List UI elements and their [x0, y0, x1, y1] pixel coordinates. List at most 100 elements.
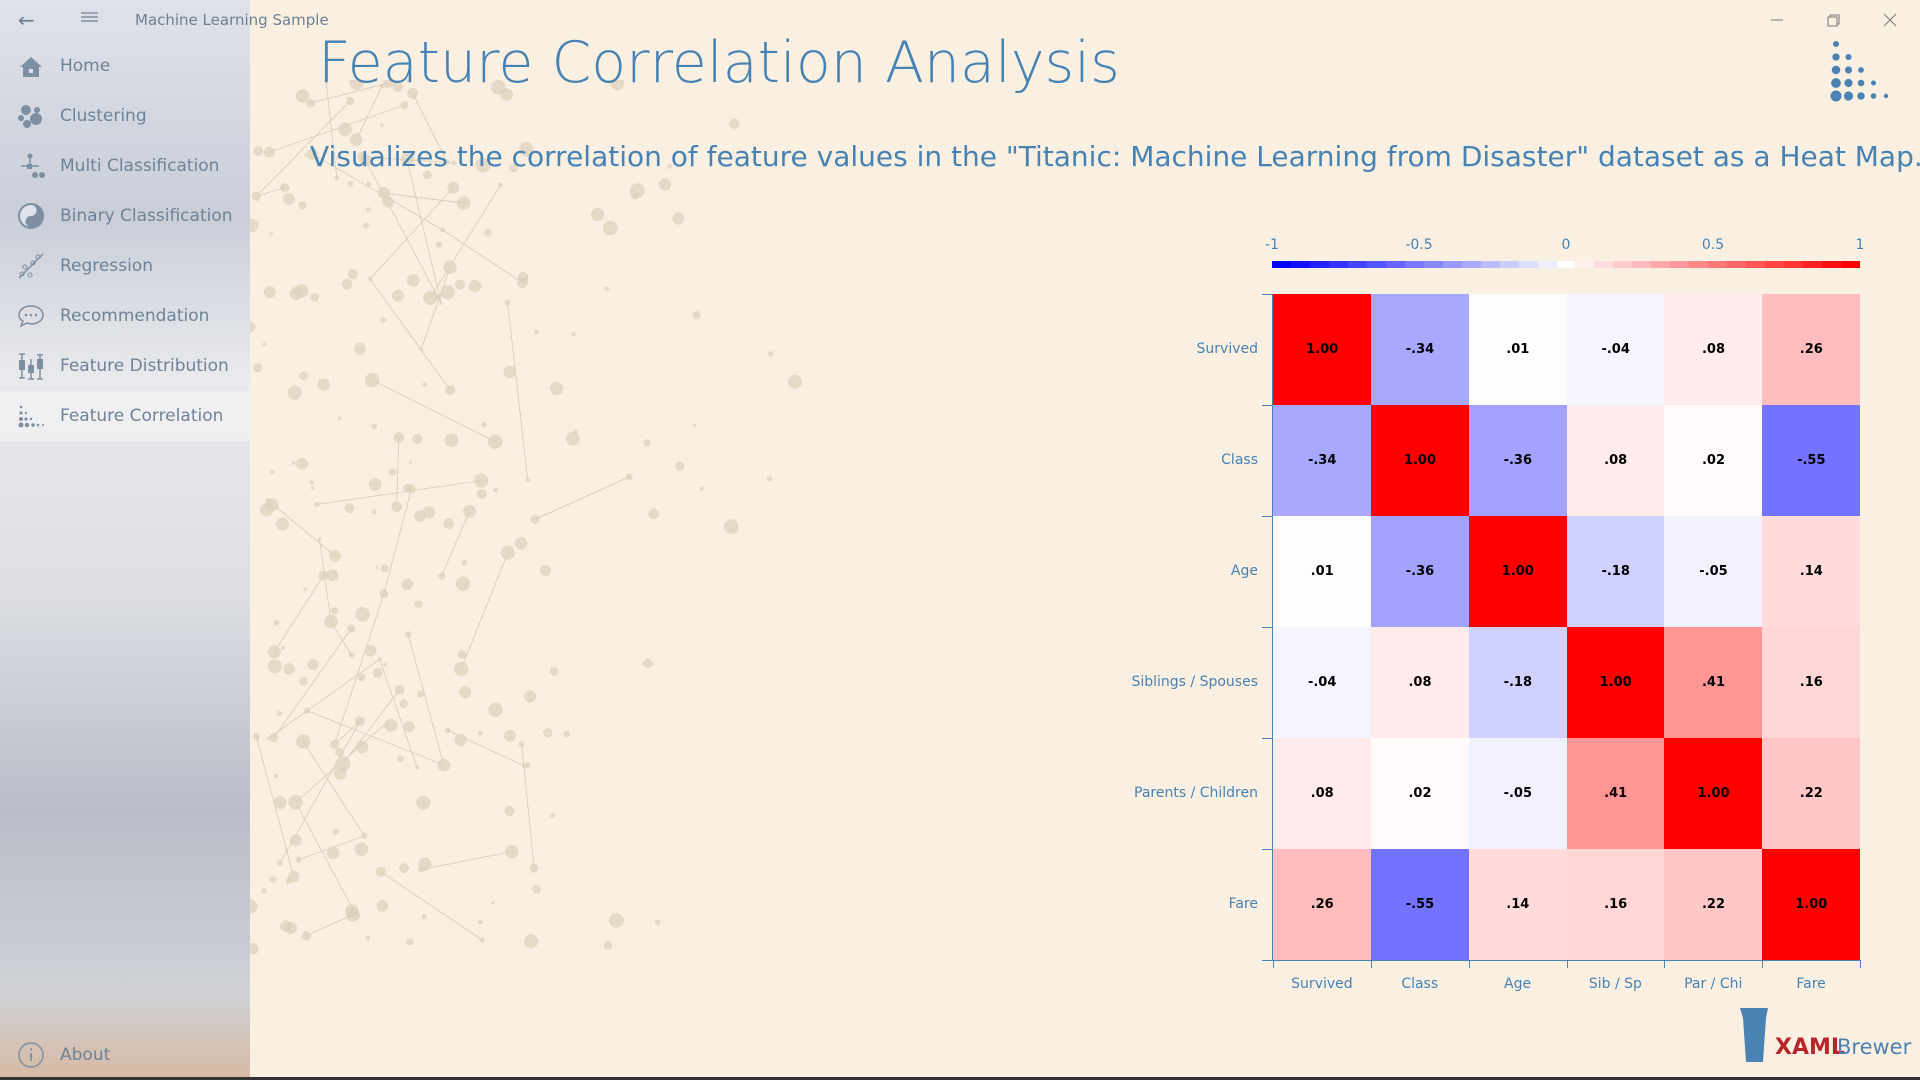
heatmap-cell: -.55	[1762, 405, 1861, 517]
back-button[interactable]: ←	[18, 8, 35, 32]
colorbar-segment	[1423, 261, 1444, 268]
nav-item-feature-correlation[interactable]: Feature Correlation	[0, 391, 250, 441]
heatmap-cell: 1.00	[1664, 738, 1763, 850]
colorbar-segment	[1670, 261, 1690, 268]
heatmap-cell: -.34	[1273, 405, 1372, 517]
row-label: Survived	[1196, 340, 1258, 357]
colorbar-segment	[1556, 261, 1576, 268]
heatmap-cell: .02	[1370, 738, 1470, 850]
heatmap-cell: -.34	[1370, 294, 1470, 406]
brand-brewer: Brewer	[1837, 1035, 1912, 1059]
column-label: Par / Chi	[1684, 976, 1743, 992]
heatmap-cell: .22	[1762, 738, 1861, 850]
regression-icon	[14, 251, 48, 281]
yin-yang-icon	[14, 201, 48, 231]
colorbar-segment	[1328, 261, 1349, 268]
heatmap-cell: 1.00	[1370, 405, 1470, 517]
heatmap-cell: 1.00	[1273, 294, 1372, 406]
colorbar-tick-label: 0	[1561, 237, 1571, 253]
nav-item-label: Feature Distribution	[60, 356, 229, 376]
y-tick	[1262, 516, 1272, 517]
colorbar-segment	[1404, 261, 1425, 268]
x-tick	[1860, 960, 1861, 968]
colorbar-segment	[1480, 261, 1501, 268]
row-label: Class	[1221, 451, 1258, 468]
nav-about[interactable]: About	[0, 1030, 250, 1080]
heatmap-cell: -.36	[1370, 516, 1470, 628]
y-tick	[1262, 738, 1272, 739]
nav-item-label: Regression	[60, 256, 153, 276]
column-label: Class	[1401, 976, 1439, 992]
restore-button[interactable]	[1814, 8, 1854, 32]
heatmap-cell: .14	[1762, 516, 1861, 628]
hamburger-icon	[81, 12, 98, 22]
nav-item-feature-distribution[interactable]: Feature Distribution	[0, 341, 250, 391]
heatmap-cell: .41	[1664, 627, 1763, 739]
heatmap-cell: .08	[1370, 627, 1470, 739]
heatmap-cell: .26	[1762, 294, 1861, 406]
y-axis-line	[1272, 294, 1273, 960]
heatmap-cell: -.04	[1566, 294, 1665, 406]
heatmap-cell: 1.00	[1468, 516, 1567, 628]
close-button[interactable]	[1870, 8, 1910, 32]
colorbar-segment	[1841, 261, 1861, 268]
colorbar-segment	[1499, 261, 1520, 268]
heatmap-cell: 1.00	[1566, 627, 1665, 739]
heatmap-cell: -.18	[1468, 627, 1567, 739]
minimize-button[interactable]	[1758, 8, 1798, 32]
heatmap-cell: .14	[1468, 849, 1567, 961]
nav-about-label: About	[60, 1045, 111, 1065]
nav-item-regression[interactable]: Regression	[0, 241, 250, 291]
colorbar-segment	[1347, 261, 1368, 268]
colorbar-tick-label: 1	[1855, 237, 1865, 253]
heatmap-cell: .01	[1273, 516, 1372, 628]
heatmap-cell: .08	[1273, 738, 1372, 850]
heatmap-cell: .01	[1468, 294, 1567, 406]
heatmap-cell: -.05	[1664, 516, 1763, 628]
xaml-brewer-logo: XAML Brewer	[1735, 1000, 1915, 1070]
x-tick	[1273, 960, 1274, 968]
y-tick	[1262, 405, 1272, 406]
nav-item-multi-classification[interactable]: Multi Classification	[0, 141, 250, 191]
column-label: Sib / Sp	[1588, 976, 1642, 992]
heatmap-cell: 1.00	[1762, 849, 1861, 961]
row-label: Age	[1230, 562, 1258, 579]
heatmap-cell: .41	[1566, 738, 1665, 850]
nav-item-recommendation[interactable]: Recommendation	[0, 291, 250, 341]
column-label: Age	[1504, 976, 1532, 992]
taskbar-edge	[0, 1077, 1920, 1080]
brand-xaml: XAML	[1775, 1035, 1845, 1060]
box-plot-icon	[14, 351, 48, 381]
colorbar-segment	[1575, 261, 1595, 268]
nav-item-label: Home	[60, 56, 111, 76]
correlation-logo-icon	[1830, 40, 1889, 102]
colorbar-segment	[1290, 261, 1311, 268]
beer-glass-icon	[1740, 1008, 1768, 1062]
heatmap-cell: -.18	[1566, 516, 1665, 628]
heatmap-cell: .08	[1566, 405, 1665, 517]
colorbar-segment	[1385, 261, 1406, 268]
heatmap-cell: .26	[1273, 849, 1372, 961]
column-label: Fare	[1796, 976, 1826, 992]
heatmap-cell: .02	[1664, 405, 1763, 517]
colorbar-tick-label: 0.5	[1701, 237, 1725, 253]
nav-item-clustering[interactable]: Clustering	[0, 91, 250, 141]
x-tick	[1370, 960, 1372, 968]
nav-item-binary-classification[interactable]: Binary Classification	[0, 191, 250, 241]
face-network-background	[250, 80, 802, 955]
sidebar	[0, 0, 250, 1080]
y-tick	[1262, 849, 1272, 850]
row-label: Parents / Children	[1134, 784, 1258, 801]
heatmap-cell: -.05	[1468, 738, 1567, 850]
nav-item-home[interactable]: Home	[0, 41, 250, 91]
colorbar-segment	[1537, 261, 1557, 268]
heatmap-cell: .08	[1664, 294, 1763, 406]
hamburger-menu-button[interactable]	[80, 10, 100, 28]
colorbar-segment	[1746, 261, 1766, 268]
colorbar-segment	[1689, 261, 1709, 268]
heatmap-cell: -.04	[1273, 627, 1372, 739]
nav-item-label: Recommendation	[60, 306, 210, 326]
clustering-icon	[14, 101, 48, 131]
x-tick	[1566, 960, 1568, 968]
colorbar-segment	[1594, 261, 1614, 268]
